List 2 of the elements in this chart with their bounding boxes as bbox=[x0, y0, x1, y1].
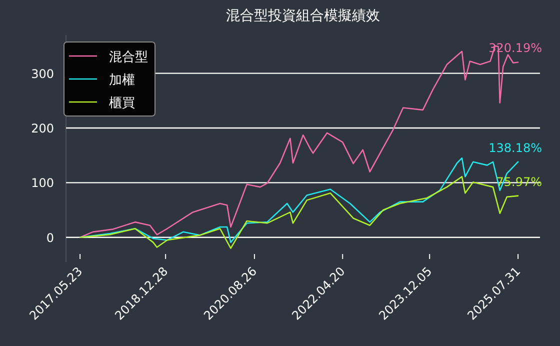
title: 混合型投資組合模擬績效 bbox=[226, 8, 380, 24]
annotation: 138.18% bbox=[488, 140, 542, 155]
